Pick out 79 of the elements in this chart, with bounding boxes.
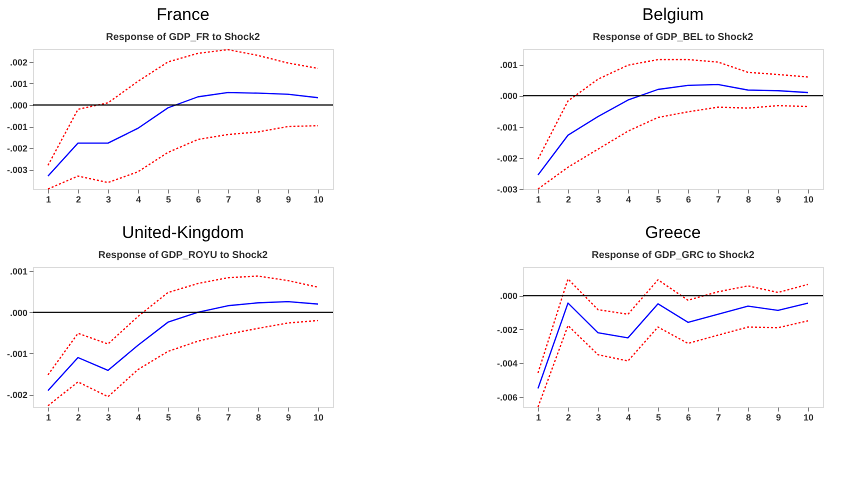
y-tick-label: -.003 bbox=[6, 165, 28, 176]
chart-title: France bbox=[156, 4, 210, 24]
x-tick-label: 6 bbox=[196, 412, 202, 422]
x-tick-label: 3 bbox=[106, 194, 112, 204]
y-tick-label: .000 bbox=[10, 100, 28, 110]
x-tick-label: 9 bbox=[286, 194, 292, 204]
line-series bbox=[47, 48, 319, 166]
x-tick-label: 8 bbox=[746, 194, 752, 204]
chart-subtitle: Response of GDP_ROYU to Shock2 bbox=[98, 250, 268, 261]
line-series bbox=[537, 302, 809, 390]
y-tick-label: -.004 bbox=[496, 358, 518, 369]
line-series bbox=[537, 320, 809, 408]
x-tick-label: 4 bbox=[136, 412, 142, 422]
chart-title: Belgium bbox=[642, 5, 704, 24]
x-tick-label: 3 bbox=[596, 412, 602, 422]
line-series bbox=[47, 300, 319, 392]
y-tick-label: .000 bbox=[500, 291, 518, 302]
x-tick-label: 7 bbox=[226, 412, 232, 422]
x-tick-label: 1 bbox=[536, 412, 542, 422]
y-tick-label: -.001 bbox=[6, 122, 28, 132]
x-tick-label: 6 bbox=[686, 194, 692, 204]
chart-subtitle: Response of GDP_FR to Shock2 bbox=[106, 32, 260, 43]
y-tick-label: -.006 bbox=[496, 392, 518, 402]
x-tick-label: 6 bbox=[686, 412, 692, 422]
line-series bbox=[537, 84, 809, 176]
line-series bbox=[47, 125, 319, 190]
x-tick-label: 4 bbox=[626, 194, 632, 204]
y-tick-label: -.001 bbox=[6, 348, 28, 359]
x-tick-label: 10 bbox=[803, 412, 814, 422]
x-tick-label: 2 bbox=[76, 412, 82, 422]
y-tick-label: .001 bbox=[10, 266, 28, 277]
x-tick-label: 4 bbox=[626, 412, 632, 422]
y-tick-label: -.001 bbox=[496, 122, 518, 132]
chart-title: Greece bbox=[645, 223, 701, 242]
line-series bbox=[47, 275, 319, 376]
x-tick-label: 2 bbox=[566, 412, 572, 422]
y-tick-label: .002 bbox=[10, 57, 28, 68]
y-tick-label: -.003 bbox=[496, 184, 518, 194]
x-tick-label: 6 bbox=[196, 194, 202, 204]
x-tick-label: 7 bbox=[716, 194, 722, 204]
x-tick-label: 9 bbox=[776, 412, 782, 422]
x-tick-label: 5 bbox=[166, 194, 172, 204]
x-tick-label: 8 bbox=[746, 412, 752, 422]
x-tick-label: 5 bbox=[656, 194, 662, 204]
x-tick-label: 5 bbox=[166, 412, 172, 422]
x-tick-label: 9 bbox=[776, 194, 782, 204]
line-series bbox=[537, 58, 809, 160]
x-tick-label: 9 bbox=[286, 412, 292, 422]
x-tick-label: 1 bbox=[536, 194, 542, 204]
y-tick-label: .000 bbox=[500, 91, 518, 102]
x-tick-label: 8 bbox=[256, 194, 262, 204]
y-tick-label: -.002 bbox=[496, 324, 518, 335]
x-tick-label: 7 bbox=[716, 412, 722, 422]
y-tick-label: .001 bbox=[500, 60, 518, 70]
x-tick-label: 8 bbox=[256, 412, 262, 422]
x-tick-label: 10 bbox=[313, 194, 324, 204]
x-tick-label: 3 bbox=[106, 412, 112, 422]
x-tick-label: 1 bbox=[46, 194, 52, 204]
x-tick-label: 10 bbox=[803, 194, 814, 204]
x-tick-label: 1 bbox=[46, 412, 52, 422]
line-series bbox=[537, 104, 809, 190]
y-tick-label: .001 bbox=[10, 78, 28, 89]
chart-subtitle: Response of GDP_GRC to Shock2 bbox=[592, 250, 755, 261]
line-series bbox=[47, 320, 319, 406]
x-tick-label: 2 bbox=[76, 194, 82, 204]
y-tick-label: -.002 bbox=[496, 153, 518, 164]
x-tick-label: 5 bbox=[656, 412, 662, 422]
line-series bbox=[537, 278, 809, 374]
x-tick-label: 4 bbox=[136, 194, 142, 204]
y-tick-label: .000 bbox=[10, 308, 28, 318]
y-tick-label: -.002 bbox=[6, 390, 28, 400]
x-tick-label: 3 bbox=[596, 194, 602, 204]
x-tick-label: 10 bbox=[313, 412, 324, 422]
x-tick-label: 2 bbox=[566, 194, 572, 204]
line-series bbox=[47, 92, 319, 177]
chart-subtitle: Response of GDP_BEL to Shock2 bbox=[592, 32, 754, 43]
x-tick-label: 7 bbox=[226, 194, 232, 204]
y-tick-label: -.002 bbox=[6, 144, 28, 154]
chart-title: United-Kingdom bbox=[122, 223, 244, 242]
